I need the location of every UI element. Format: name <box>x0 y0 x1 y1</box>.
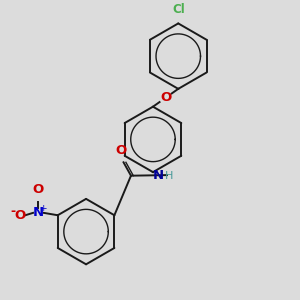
Text: N: N <box>33 206 44 219</box>
Text: Cl: Cl <box>172 3 184 16</box>
Text: O: O <box>33 183 44 196</box>
Text: -: - <box>11 205 16 218</box>
Text: +: + <box>39 204 47 213</box>
Text: N: N <box>152 169 164 182</box>
Text: O: O <box>160 91 171 104</box>
Text: O: O <box>14 209 26 222</box>
Text: H: H <box>165 171 173 181</box>
Text: O: O <box>116 144 127 157</box>
